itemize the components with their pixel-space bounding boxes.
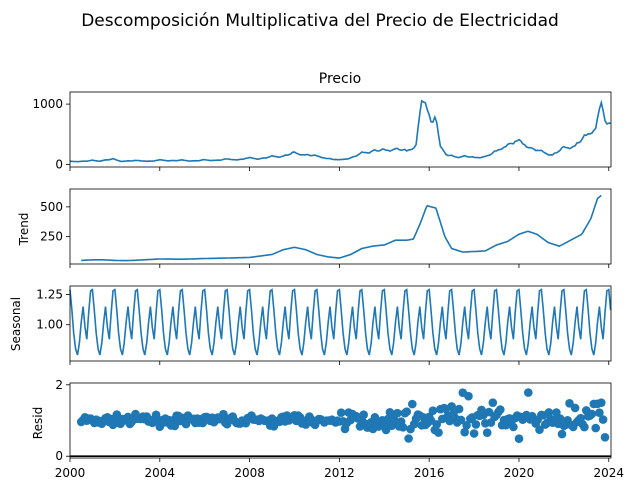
resid-point [587, 409, 597, 419]
panel-trend-frame [69, 188, 612, 265]
resid-point [408, 399, 417, 409]
panel-precio-title: Precio [319, 71, 361, 87]
resid-point [570, 403, 580, 413]
y-tick-label: 1000 [32, 97, 63, 111]
resid-point [535, 425, 544, 435]
figure-title: Descomposición Multiplicativa del Precio… [81, 11, 559, 31]
y-tick-label: 0 [55, 449, 63, 463]
resid-point [456, 415, 466, 425]
panel-seasonal-y-axis: 1.00 1.25 [36, 287, 610, 365]
resid-point [428, 406, 438, 416]
panel-precio: Precio 0 1000 [32, 71, 612, 172]
resid-point [432, 420, 442, 429]
resid-point [598, 415, 608, 424]
trend-series-line [81, 194, 602, 262]
resid-point [359, 410, 369, 420]
seasonal-series-line [69, 288, 612, 356]
x-axis-years: 2000 2004 2008 2012 2016 2020 2024 [55, 466, 624, 480]
resid-point [170, 421, 180, 431]
resid-point [404, 434, 413, 443]
panel-precio-y-axis: 0 1000 [32, 97, 610, 172]
resid-scatter-points [76, 388, 610, 444]
panel-trend-ylabel: Trend [17, 213, 31, 247]
resid-point [524, 388, 533, 397]
x-tick-label: 2004 [145, 466, 176, 480]
x-tick-label: 2020 [504, 466, 535, 480]
resid-point [469, 429, 479, 438]
resid-point [482, 428, 492, 438]
resid-point [555, 414, 565, 423]
x-tick-label: 2012 [324, 466, 355, 480]
resid-point [591, 423, 600, 433]
panel-seasonal: Seasonal 1.00 1.25 [9, 285, 612, 365]
panel-resid: Resid 02 2000 2004 2008 2012 2016 2020 2024 [31, 378, 624, 480]
resid-point [484, 407, 494, 417]
precio-series-line [70, 99, 611, 163]
panel-precio-frame [69, 91, 612, 168]
resid-point [544, 408, 554, 417]
resid-point [434, 428, 443, 437]
resid-point [595, 408, 604, 418]
panel-trend-y-axis: 250 500 [40, 200, 610, 268]
resid-point [398, 423, 408, 432]
y-tick-label: 500 [40, 200, 63, 214]
resid-point [462, 421, 471, 430]
y-tick-label: 2 [55, 378, 63, 392]
y-tick-label: 1.00 [36, 318, 63, 332]
resid-point [464, 391, 473, 401]
resid-point [447, 402, 456, 411]
resid-point [514, 434, 524, 444]
panel-resid-frame [69, 382, 612, 459]
panel-resid-ylabel: Resid [31, 407, 45, 439]
resid-point [597, 398, 606, 408]
resid-point [600, 433, 610, 442]
resid-point [580, 422, 589, 432]
x-tick-label: 2008 [234, 466, 265, 480]
panel-seasonal-ylabel: Seasonal [9, 297, 23, 351]
x-tick-label: 2000 [55, 466, 86, 480]
x-tick-label: 2016 [414, 466, 445, 480]
resid-point [460, 427, 470, 437]
resid-point [454, 404, 464, 414]
panel-trend: Trend 250 500 [17, 188, 612, 268]
resid-point [471, 420, 481, 429]
resid-point [496, 405, 505, 414]
resid-point [488, 398, 498, 408]
x-tick-label: 2024 [594, 466, 625, 480]
y-tick-label: 1.25 [36, 287, 63, 301]
resid-point [402, 407, 412, 417]
resid-point [557, 429, 567, 439]
resid-point [336, 408, 346, 418]
panel-seasonal-frame [69, 285, 612, 362]
y-tick-label: 250 [40, 230, 63, 244]
panel-resid-y-axis: 02 [55, 378, 610, 463]
resid-point [509, 422, 518, 432]
resid-point [393, 408, 402, 418]
y-tick-label: 0 [55, 158, 63, 172]
